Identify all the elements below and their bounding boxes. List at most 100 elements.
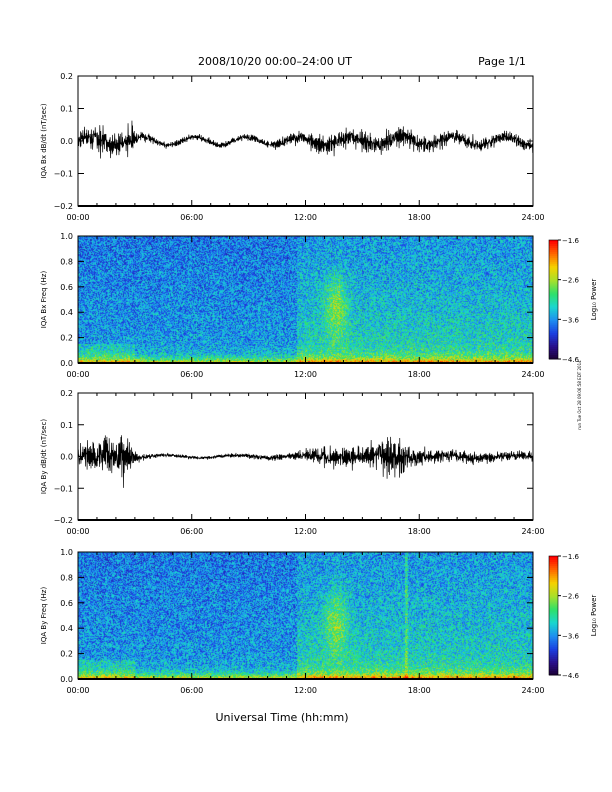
colorbar-segment — [549, 307, 558, 310]
colorbar-segment — [549, 587, 558, 591]
colorbar-segment — [549, 295, 558, 299]
spectrogram-canvas — [78, 552, 533, 679]
colorbar-segment — [549, 661, 558, 664]
colorbar-segment — [549, 631, 558, 634]
colorbar-segment — [549, 619, 558, 622]
x-tick-label: 12:00 — [294, 213, 317, 222]
colorbar-frame — [548, 555, 559, 676]
colorbar-segment — [549, 601, 558, 605]
colorbar-segment — [549, 287, 558, 291]
panel-1: 00:00 06:00 12:00 18:00 24:00 0.2 0.1 0.0 −0.1 −0… — [40, 72, 545, 222]
colorbar-segment — [549, 309, 558, 312]
x-tick-label: 00:00 — [66, 686, 89, 695]
x-tick-label: 00:00 — [66, 213, 89, 222]
colorbar-tick-label: −4.6 — [562, 356, 580, 364]
colorbar-segment — [549, 563, 558, 567]
colorbar-segment — [549, 337, 558, 340]
x-tick-label: 12:00 — [294, 370, 317, 379]
colorbar-segment — [549, 611, 558, 615]
spectrogram-image — [78, 236, 533, 363]
colorbar-segment — [549, 649, 558, 652]
colorbar-segment — [549, 583, 558, 587]
colorbar-segment — [549, 240, 558, 243]
y-tick-label: 0.4 — [60, 624, 73, 633]
colorbar-segment — [549, 643, 558, 646]
y-tick-label: 1.0 — [60, 548, 73, 557]
colorbar-segment — [549, 335, 558, 338]
y-tick-label: −0.2 — [54, 202, 73, 211]
colorbar-segment — [549, 641, 558, 644]
y-axis-label: IQA Bx Freq (Hz) — [40, 271, 48, 329]
colorbar-segment — [549, 605, 558, 609]
y-tick-label: 0.6 — [60, 283, 73, 292]
colorbar-segment — [549, 655, 558, 658]
y-tick-label: 0.0 — [60, 359, 73, 368]
y-tick-label: 0.2 — [60, 72, 73, 81]
x-tick-label: 18:00 — [408, 527, 431, 536]
colorbar-segment — [549, 567, 558, 571]
y-tick-label: −0.2 — [54, 516, 73, 525]
figure-title: 2008/10/20 00:00–24:00 UT — [198, 55, 352, 68]
page-number: Page 1/1 — [478, 55, 526, 68]
colorbar-segment — [549, 265, 558, 269]
colorbar-segment — [549, 257, 558, 261]
colorbar-segment — [549, 285, 558, 289]
colorbar-segment — [549, 637, 558, 640]
colorbar-segment — [549, 607, 558, 611]
colorbar-segment — [549, 599, 558, 603]
y-tick-label: 0.2 — [60, 650, 73, 659]
colorbar-segment — [549, 293, 558, 297]
y-tick-label: 0.0 — [60, 675, 73, 684]
colorbar-segment — [549, 263, 558, 267]
x-tick-label: 00:00 — [66, 527, 89, 536]
colorbar-segment — [549, 617, 558, 620]
colorbar-segment — [549, 621, 558, 624]
x-tick-label: 24:00 — [521, 213, 544, 222]
colorbar-segment — [549, 577, 558, 581]
colorbar-segment — [549, 581, 558, 585]
y-tick-label: 0.2 — [60, 389, 73, 398]
colorbar: −1.6 −2.6 −3.6 −4.6 Log₁₀ Power — [548, 553, 598, 680]
colorbar-segment — [549, 289, 558, 293]
panel-3: 00:00 06:00 12:00 18:00 24:00 0.2 0.1 0.0 −0.1 −0… — [40, 389, 545, 536]
colorbar-segment — [549, 615, 558, 618]
colorbar-segment — [549, 355, 558, 358]
colorbar-segment — [549, 305, 558, 308]
x-tick-label: 18:00 — [408, 686, 431, 695]
colorbar-segment — [549, 339, 558, 342]
colorbar-segment — [549, 241, 558, 245]
y-tick-label: 0.1 — [60, 421, 73, 430]
run-timestamp: run Tue Oct 28 09:06:58 EDT 2014 — [577, 360, 582, 430]
colorbar-segment — [549, 623, 558, 626]
colorbar-segment — [549, 313, 558, 316]
colorbar-segment — [549, 273, 558, 277]
colorbar-segment — [549, 283, 558, 287]
colorbar-segment — [549, 669, 558, 672]
colorbar-tick-label: −2.6 — [562, 277, 580, 285]
colorbar-segment — [549, 625, 558, 628]
colorbar-segment — [549, 311, 558, 314]
colorbar-segment — [549, 281, 558, 285]
colorbar-segment — [549, 569, 558, 573]
colorbar-segment — [549, 251, 558, 255]
colorbar-segment — [549, 245, 558, 249]
x-tick-label: 12:00 — [294, 527, 317, 536]
colorbar-segment — [549, 633, 558, 636]
y-tick-label: 0.2 — [60, 334, 73, 343]
colorbar-segment — [549, 253, 558, 257]
colorbar-segment — [549, 279, 558, 283]
colorbar: −1.6 −2.6 −3.6 −4.6 Log₁₀ Power — [548, 237, 598, 364]
colorbar-segment — [549, 249, 558, 253]
colorbar-segment — [549, 657, 558, 660]
x-tick-label: 06:00 — [180, 213, 203, 222]
x-tick-label: 24:00 — [521, 370, 544, 379]
colorbar-segment — [549, 347, 558, 350]
y-axis-label: IQA By dB/dt (nT/sec) — [40, 419, 48, 494]
colorbar-segment — [549, 271, 558, 275]
x-tick-label: 24:00 — [521, 686, 544, 695]
y-tick-label: −0.1 — [54, 484, 73, 493]
x-tick-label: 18:00 — [408, 213, 431, 222]
colorbar-segment — [549, 303, 558, 306]
colorbar-segment — [549, 635, 558, 638]
